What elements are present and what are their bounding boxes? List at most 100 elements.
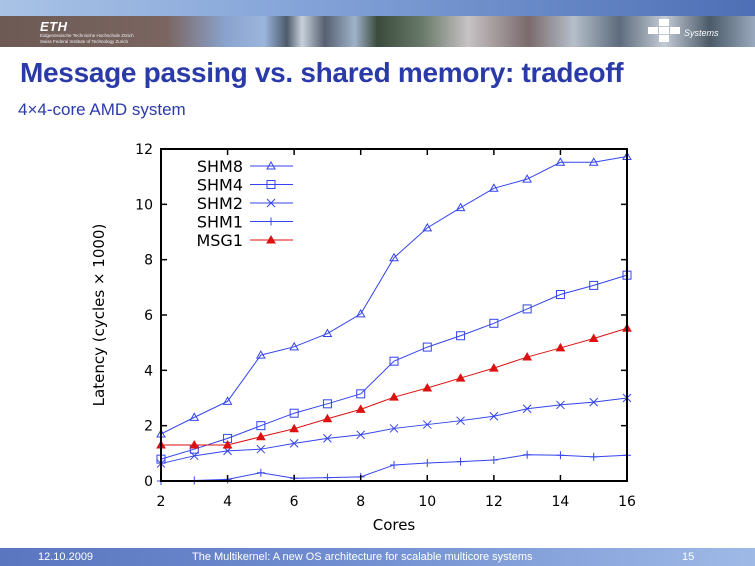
square-marker-icon xyxy=(266,180,276,189)
x-marker-icon xyxy=(556,400,565,410)
square-marker-icon xyxy=(522,304,532,314)
header-photo-strip xyxy=(0,16,755,47)
triangle-marker-icon xyxy=(455,202,466,212)
triangle-marker-icon xyxy=(355,308,366,318)
square-marker-icon xyxy=(256,421,266,431)
square-marker-icon xyxy=(589,280,599,290)
plus-marker-icon xyxy=(423,459,432,468)
triangle-marker-icon xyxy=(488,183,499,192)
triangle-marker-icon xyxy=(555,157,566,166)
square-marker-icon xyxy=(322,399,332,409)
x-marker-icon xyxy=(589,397,599,407)
chart-series xyxy=(156,151,632,485)
footer-date: 12.10.2009 xyxy=(38,551,94,563)
triangle-marker-icon xyxy=(255,350,266,359)
x-marker-icon xyxy=(256,444,266,454)
x-marker-icon xyxy=(422,420,432,429)
triangle-marker-icon xyxy=(422,222,433,232)
triangle-marker-icon xyxy=(255,431,266,441)
triangle-marker-icon xyxy=(555,342,566,352)
legend-item-shm2: SHM2 xyxy=(197,194,293,213)
square-marker-icon xyxy=(422,342,432,352)
x-marker-icon xyxy=(289,439,299,448)
y-tick-label: 6 xyxy=(144,308,153,324)
y-tick-label: 2 xyxy=(144,419,153,435)
x-tick-label: 16 xyxy=(618,494,636,510)
triangle-marker-icon xyxy=(522,174,533,183)
legend-label: SHM1 xyxy=(197,213,243,232)
legend-item-shm4: SHM4 xyxy=(197,176,293,195)
y-tick-label: 0 xyxy=(144,474,153,490)
triangle-marker-icon xyxy=(189,440,200,449)
x-marker-icon xyxy=(189,451,199,461)
y-tick-label: 4 xyxy=(144,363,153,379)
square-marker-icon xyxy=(555,290,565,300)
square-marker-icon xyxy=(289,408,299,418)
institution-german: Eidgenössische Technische Hochschule Zür… xyxy=(40,33,134,38)
x-marker-icon xyxy=(389,424,399,433)
plus-marker-icon xyxy=(256,468,265,477)
x-tick-label: 6 xyxy=(290,494,299,510)
legend-label: MSG1 xyxy=(196,231,243,250)
triangle-marker-icon xyxy=(355,404,366,413)
x-tick-label: 10 xyxy=(418,494,436,510)
legend-label: SHM2 xyxy=(197,194,243,213)
x-tick-label: 4 xyxy=(223,494,232,510)
x-marker-icon xyxy=(456,416,465,426)
legend-label: SHM4 xyxy=(197,176,243,195)
x-marker-icon xyxy=(489,411,499,421)
series-shm4 xyxy=(156,270,632,464)
plus-marker-icon xyxy=(267,217,275,226)
triangle-marker-icon xyxy=(322,413,333,423)
systems-logo-text: Systems xyxy=(684,28,719,38)
y-tick-label: 12 xyxy=(135,142,153,158)
plus-marker-icon xyxy=(390,460,398,469)
plus-marker-icon xyxy=(556,451,565,460)
x-marker-icon xyxy=(266,198,276,208)
slide-subtitle: 4×4-core AMD system xyxy=(18,100,186,119)
legend-item-shm1: SHM1 xyxy=(197,213,293,232)
triangle-marker-icon xyxy=(522,352,533,361)
eth-logo: ETH xyxy=(40,19,68,34)
triangle-marker-icon xyxy=(266,234,276,244)
systems-logo-icon xyxy=(648,19,680,43)
legend-item-msg1: MSG1 xyxy=(196,231,293,250)
square-marker-icon xyxy=(389,356,399,366)
triangle-marker-icon xyxy=(189,412,200,421)
footer-talk-title: The Multikernel: A new OS architecture f… xyxy=(192,551,533,563)
triangle-marker-icon xyxy=(222,440,233,449)
triangle-marker-icon xyxy=(389,252,399,262)
y-tick-label: 8 xyxy=(144,253,153,269)
triangle-marker-icon xyxy=(588,157,599,166)
triangle-marker-icon xyxy=(422,383,433,392)
series-shm8 xyxy=(156,151,632,438)
legend-label: SHM8 xyxy=(197,157,243,176)
x-marker-icon xyxy=(522,404,532,414)
x-tick-label: 12 xyxy=(485,494,503,510)
x-tick-label: 2 xyxy=(157,494,166,510)
footer-bar: 12.10.2009 The Multikernel: A new OS arc… xyxy=(0,548,755,566)
y-axis-label: Latency (cycles × 1000) xyxy=(90,224,108,407)
header-gradient-bar xyxy=(0,0,755,16)
triangle-marker-icon xyxy=(488,363,499,372)
triangle-marker-icon xyxy=(455,373,466,382)
x-marker-icon xyxy=(323,434,332,443)
page-number: 15 xyxy=(682,551,695,563)
triangle-marker-icon xyxy=(588,333,599,343)
y-tick-label: 10 xyxy=(135,197,153,213)
plus-marker-icon xyxy=(589,452,598,461)
plus-marker-icon xyxy=(456,457,465,466)
triangle-marker-icon xyxy=(266,160,276,170)
x-tick-label: 14 xyxy=(552,494,570,510)
series-shm2 xyxy=(156,393,632,468)
series-msg1 xyxy=(156,323,632,449)
plus-marker-icon xyxy=(523,450,532,459)
slide-title: Message passing vs. shared memory: trade… xyxy=(20,57,624,88)
x-axis-label: Cores xyxy=(373,516,416,534)
square-marker-icon xyxy=(456,331,466,341)
x-marker-icon xyxy=(356,430,366,440)
triangle-marker-icon xyxy=(222,396,233,405)
